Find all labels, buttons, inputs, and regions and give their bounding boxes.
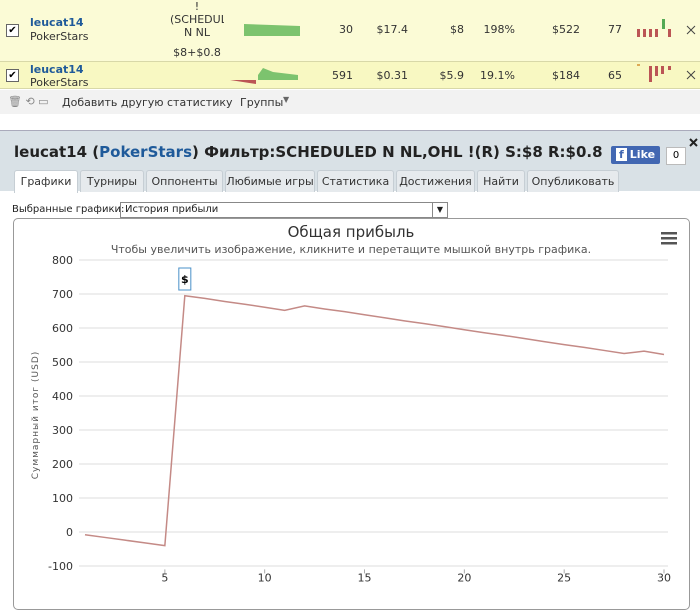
y-tick-label: 600 bbox=[52, 322, 73, 335]
checkbox[interactable]: ✔ bbox=[6, 69, 19, 82]
x-tick-label: 20 bbox=[457, 571, 471, 584]
y-tick-label: 700 bbox=[52, 288, 73, 301]
x-tick-label: 10 bbox=[258, 571, 272, 584]
icon[interactable]: 🗑 ⟲ ▭ bbox=[8, 95, 49, 108]
cell: 65 bbox=[608, 69, 622, 82]
table-row: ✔ leucat14 PokerStars 591 $0.31 $5.9 19.… bbox=[0, 62, 700, 89]
player[interactable]: leucat14 bbox=[30, 16, 84, 29]
title-site[interactable]: PokerStars bbox=[99, 143, 193, 161]
x-tick-label: 5 bbox=[161, 571, 168, 584]
data-line bbox=[84, 294, 665, 547]
tab[interactable]: Опубликовать bbox=[527, 170, 619, 192]
x-tick-label: 30 bbox=[657, 571, 671, 584]
y-tick-label: 100 bbox=[52, 492, 73, 505]
like-label: Like bbox=[629, 148, 656, 161]
mini-bars bbox=[637, 19, 671, 37]
remove-icon[interactable] bbox=[686, 25, 696, 35]
close-icon[interactable] bbox=[689, 138, 698, 147]
site: PokerStars bbox=[30, 76, 89, 89]
sparkline bbox=[230, 68, 298, 84]
add-stats-button[interactable]: Добавить другую статистику bbox=[62, 96, 233, 109]
sparkline bbox=[244, 24, 300, 36]
y-tick-label: 200 bbox=[52, 458, 73, 471]
like-count: 0 bbox=[666, 147, 686, 165]
y-tick-label: 800 bbox=[52, 254, 73, 267]
cell: $5.9 bbox=[439, 69, 465, 82]
y-tick-label: 500 bbox=[52, 356, 73, 369]
remove-icon[interactable] bbox=[686, 70, 696, 80]
select-arrow: ▼ bbox=[432, 203, 447, 217]
tab[interactable]: Статистика bbox=[317, 170, 394, 192]
cell: 19.1% bbox=[480, 69, 515, 82]
like-button[interactable]: f Like bbox=[611, 146, 661, 164]
title-part: ) Фильтр:SCHEDULED N NL,OHL !(R) S:$8 R:… bbox=[192, 143, 603, 161]
selector-label: Выбранные графики: bbox=[12, 204, 125, 215]
toolbar: 🗑 ⟲ ▭ Добавить другую статистику Группы … bbox=[0, 90, 700, 114]
buyin: $8+$0.8 bbox=[173, 46, 221, 59]
menu-icon[interactable] bbox=[661, 232, 677, 245]
cell: $184 bbox=[552, 69, 580, 82]
chart: Общая прибыль Чтобы увеличить изображени… bbox=[31, 223, 677, 584]
mini-bars bbox=[637, 64, 671, 82]
site: PokerStars bbox=[30, 30, 89, 43]
tab[interactable]: Найти bbox=[477, 170, 525, 192]
tab[interactable]: Турниры bbox=[80, 170, 144, 192]
table-row: ✔ leucat14 PokerStars !(SCHEDULED N NL O… bbox=[0, 0, 700, 62]
cell: $17.4 bbox=[376, 23, 409, 36]
cell: 198% bbox=[483, 23, 515, 36]
y-tick-label: 400 bbox=[52, 390, 73, 403]
cell: 30 bbox=[339, 23, 353, 36]
tab[interactable]: Графики bbox=[14, 170, 78, 193]
cell: $522 bbox=[552, 23, 580, 36]
y-axis-label: Суммарный итог (USD) bbox=[31, 351, 41, 480]
y-tick-label: -100 bbox=[48, 560, 73, 573]
cell: $8 bbox=[450, 23, 464, 36]
chart-select[interactable]: История прибыли ▼ bbox=[120, 202, 448, 218]
dropdown-arrow: ▼ bbox=[283, 95, 290, 104]
player[interactable]: leucat14 bbox=[30, 63, 84, 76]
groups-button[interactable]: Группы bbox=[240, 96, 284, 109]
chart-subtitle: Чтобы увеличить изображение, кликните и … bbox=[111, 243, 591, 256]
tab[interactable]: Оппоненты bbox=[146, 170, 223, 192]
filter: !(SCHEDULED N NL Omaha H/L bbox=[170, 0, 224, 40]
y-tick-label: 0 bbox=[66, 526, 73, 539]
chart-title: Общая прибыль bbox=[288, 223, 415, 241]
select-value: История прибыли bbox=[125, 204, 219, 215]
x-tick-label: 25 bbox=[557, 571, 571, 584]
checkbox[interactable]: ✔ bbox=[6, 24, 19, 37]
annotation-label: $ bbox=[181, 273, 189, 286]
title-part: leucat14 ( bbox=[14, 143, 100, 161]
cell: 591 bbox=[332, 69, 353, 82]
y-tick-label: 300 bbox=[52, 424, 73, 437]
cell: $0.31 bbox=[376, 69, 409, 82]
tab[interactable]: Достижения bbox=[396, 170, 475, 192]
x-tick-label: 15 bbox=[358, 571, 372, 584]
annotation-flag bbox=[178, 267, 192, 291]
cell: 77 bbox=[608, 23, 622, 36]
panel-title: leucat14 (PokerStars) Фильтр:SCHEDULED N… bbox=[14, 143, 603, 161]
tab[interactable]: Любимые игры bbox=[225, 170, 315, 192]
